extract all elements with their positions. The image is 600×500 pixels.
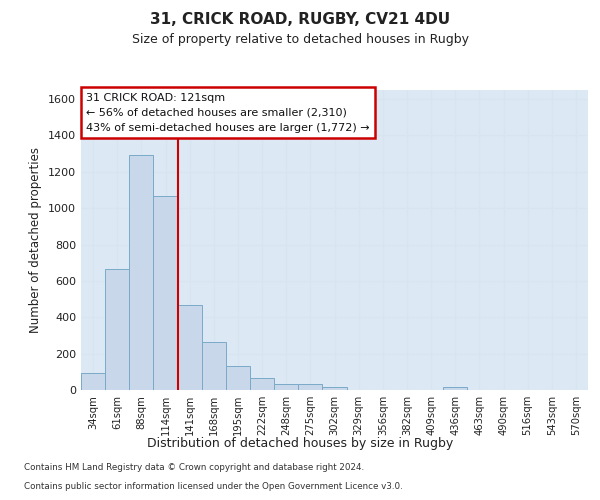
Bar: [250, 378, 274, 390]
Text: Contains HM Land Registry data © Crown copyright and database right 2024.: Contains HM Land Registry data © Crown c…: [24, 464, 364, 472]
Text: Distribution of detached houses by size in Rugby: Distribution of detached houses by size …: [147, 438, 453, 450]
Bar: [154, 196, 178, 390]
Text: Contains public sector information licensed under the Open Government Licence v3: Contains public sector information licen…: [24, 482, 403, 491]
Text: 31, CRICK ROAD, RUGBY, CV21 4DU: 31, CRICK ROAD, RUGBY, CV21 4DU: [150, 12, 450, 28]
Bar: [178, 304, 202, 390]
Bar: [274, 384, 298, 390]
Bar: [298, 384, 322, 390]
Bar: [202, 342, 226, 390]
Text: Size of property relative to detached houses in Rugby: Size of property relative to detached ho…: [131, 32, 469, 46]
Bar: [322, 388, 347, 390]
Bar: [81, 372, 105, 390]
Text: 31 CRICK ROAD: 121sqm
← 56% of detached houses are smaller (2,310)
43% of semi-d: 31 CRICK ROAD: 121sqm ← 56% of detached …: [86, 93, 370, 132]
Bar: [443, 388, 467, 390]
Bar: [129, 156, 154, 390]
Bar: [226, 366, 250, 390]
Y-axis label: Number of detached properties: Number of detached properties: [29, 147, 43, 333]
Bar: [105, 269, 129, 390]
